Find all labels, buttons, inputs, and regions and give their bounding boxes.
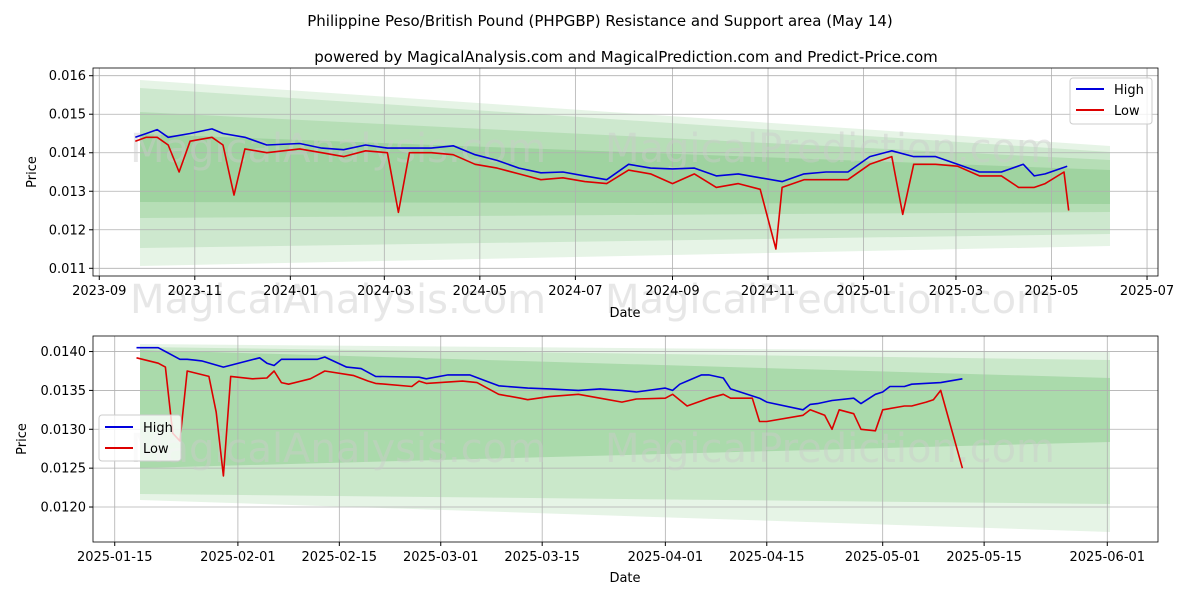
top-watermark-right-lower: MagicalPrediction.com bbox=[605, 277, 1055, 323]
bottom-y-axis-label: Price bbox=[15, 423, 30, 455]
top-y-tick-label: 0.013 bbox=[49, 185, 86, 200]
top-low-series-line bbox=[135, 136, 1070, 250]
top-y-tick-label: 0.014 bbox=[49, 146, 86, 161]
bottom-low-series-line bbox=[136, 357, 964, 477]
top-x-tick-label: 2024-03 bbox=[357, 284, 411, 299]
bottom-x-tick-label: 2025-05-15 bbox=[946, 550, 1022, 565]
bottom-watermark-right: MagicalPrediction.com bbox=[605, 426, 1055, 472]
bottom-y-tick-label: 0.0135 bbox=[41, 384, 87, 399]
top-x-tick-label: 2024-11 bbox=[741, 284, 795, 299]
bottom-plot-frame bbox=[92, 335, 1159, 543]
bottom-x-tick-label: 2025-02-15 bbox=[302, 550, 378, 565]
bottom-y-tick-label: 0.0130 bbox=[41, 423, 87, 438]
bottom-y-tick-label: 0.0140 bbox=[41, 345, 87, 360]
top-y-tick-label: 0.012 bbox=[49, 223, 86, 238]
top-x-tick-label: 2024-01 bbox=[263, 284, 317, 299]
top-y-tick-label: 0.015 bbox=[49, 108, 86, 123]
top-x-tick-label: 2024-09 bbox=[645, 284, 699, 299]
top-support-band-1 bbox=[140, 88, 1110, 248]
bottom-x-tick-label: 2025-05-01 bbox=[845, 550, 921, 565]
bottom-x-tick-label: 2025-04-15 bbox=[729, 550, 805, 565]
bottom-support-band-2 bbox=[140, 350, 1110, 468]
top-y-axis-label: Price bbox=[25, 156, 40, 188]
top-legend-low-label: Low bbox=[1114, 104, 1140, 119]
top-chart-panel: MagicalAnalysis.com MagicalPrediction.co… bbox=[25, 67, 1174, 323]
top-x-tick-label: 2025-05 bbox=[1024, 284, 1078, 299]
top-legend: High Low bbox=[1069, 77, 1153, 125]
chart-subtitle: powered by MagicalAnalysis.com and Magic… bbox=[314, 48, 938, 66]
top-plot-frame bbox=[92, 67, 1159, 277]
top-y-tick-label: 0.011 bbox=[49, 262, 86, 277]
bottom-x-tick-label: 2025-03-15 bbox=[504, 550, 580, 565]
bottom-y-tick-label: 0.0125 bbox=[41, 462, 87, 477]
bottom-legend-low-label: Low bbox=[143, 442, 169, 457]
bottom-x-tick-label: 2025-03-01 bbox=[403, 550, 479, 565]
bottom-x-tick-label: 2025-02-01 bbox=[200, 550, 276, 565]
bottom-x-axis-label: Date bbox=[609, 571, 640, 586]
bottom-support-band-1 bbox=[140, 347, 1110, 504]
top-x-tick-label: 2025-03 bbox=[929, 284, 983, 299]
bottom-watermark-left: MagicalAnalysis.com bbox=[130, 426, 546, 472]
top-x-tick-label: 2023-09 bbox=[72, 284, 126, 299]
top-watermark-right: MagicalPrediction.com bbox=[605, 126, 1055, 172]
bottom-x-tick-label: 2025-01-15 bbox=[77, 550, 153, 565]
bottom-y-tick-label: 0.0120 bbox=[41, 501, 87, 516]
top-x-axis-label: Date bbox=[609, 306, 640, 321]
top-x-tick-label: 2023-11 bbox=[168, 284, 222, 299]
bottom-chart-panel: MagicalAnalysis.com MagicalPrediction.co… bbox=[15, 335, 1159, 586]
top-x-tick-label: 2024-05 bbox=[453, 284, 507, 299]
top-watermark-left-lower: MagicalAnalysis.com bbox=[130, 277, 546, 323]
bottom-support-band-0 bbox=[140, 344, 1110, 532]
bottom-x-tick-label: 2025-06-01 bbox=[1070, 550, 1146, 565]
top-x-tick-label: 2025-07 bbox=[1120, 284, 1174, 299]
top-x-tick-label: 2025-01 bbox=[836, 284, 890, 299]
top-x-tick-label: 2024-07 bbox=[548, 284, 602, 299]
bottom-plot-area bbox=[93, 336, 1158, 542]
bottom-legend-high-label: High bbox=[143, 421, 173, 436]
bottom-legend: High Low bbox=[98, 414, 182, 462]
top-legend-high-label: High bbox=[1114, 83, 1144, 98]
chart-title: Philippine Peso/British Pound (PHPGBP) R… bbox=[307, 12, 893, 30]
top-y-tick-label: 0.016 bbox=[49, 69, 86, 84]
bottom-high-series-line bbox=[136, 346, 963, 411]
top-high-series-line bbox=[135, 128, 1068, 183]
bottom-x-tick-label: 2025-04-01 bbox=[628, 550, 704, 565]
